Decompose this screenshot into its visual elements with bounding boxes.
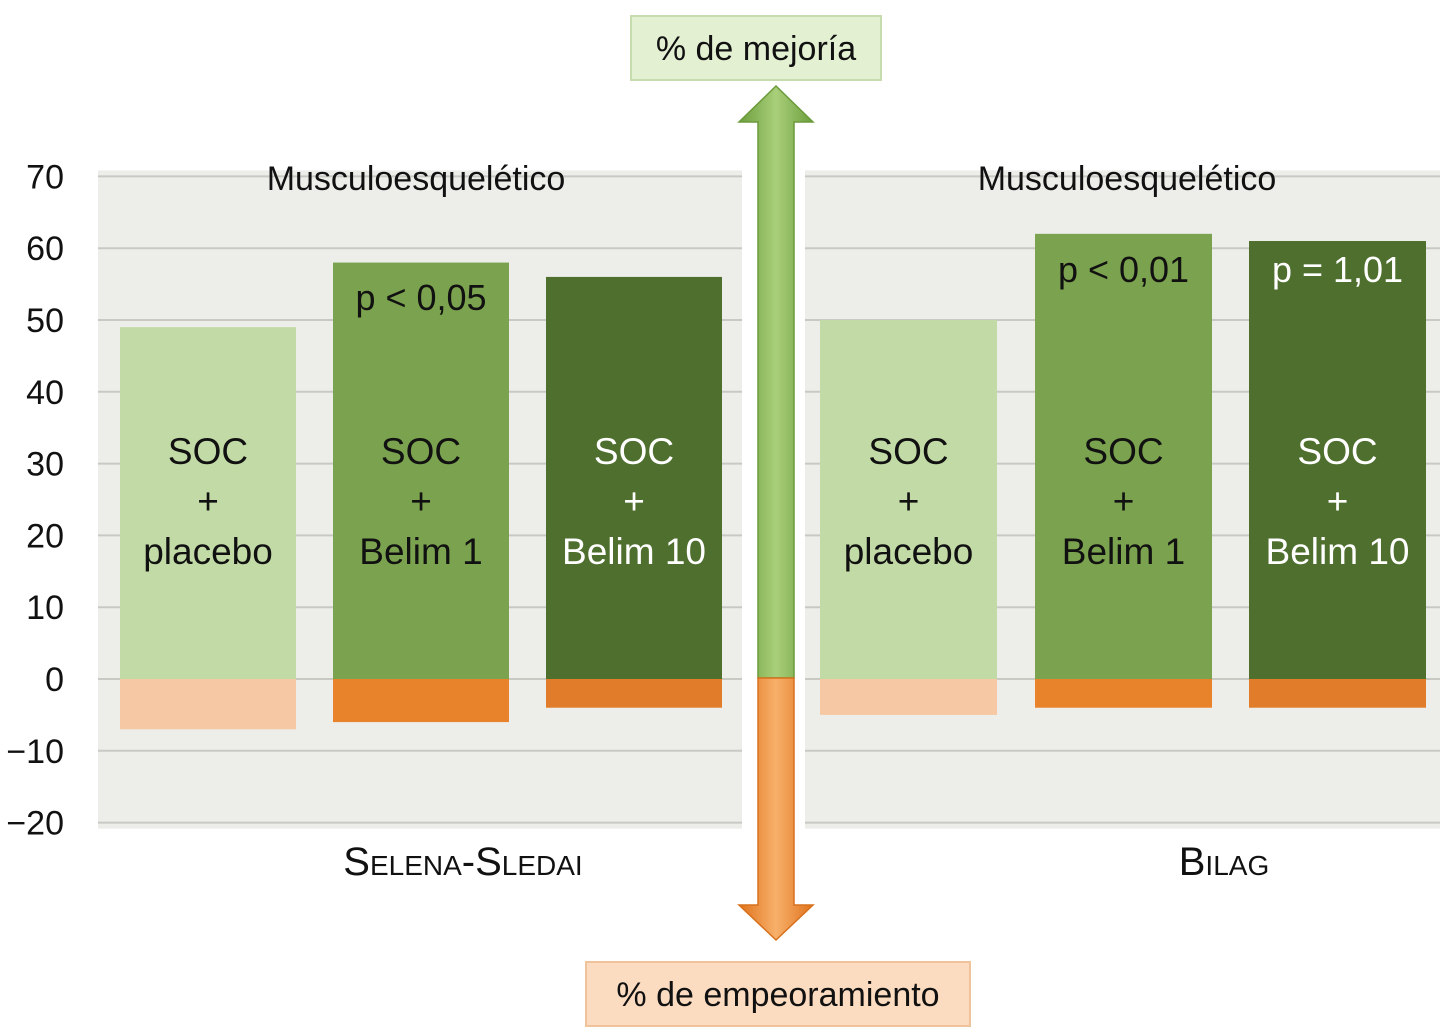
category-label: SOC — [381, 431, 461, 472]
direction-arrow — [737, 84, 815, 942]
worsening-arrow-icon — [737, 677, 815, 942]
category-label: + — [197, 481, 219, 522]
category-label: SOC — [868, 431, 948, 472]
category-label: + — [410, 481, 432, 522]
p-value-annotation: p < 0,01 — [1058, 249, 1189, 290]
category-label: placebo — [143, 531, 273, 572]
category-label: SOC — [1083, 431, 1163, 472]
panel-title: Musculoesquelético — [267, 160, 566, 198]
bar-worsening — [1035, 679, 1212, 708]
p-value-annotation: p < 0,05 — [355, 277, 486, 318]
category-label: Belim 10 — [562, 531, 706, 572]
bar-improvement — [120, 327, 296, 679]
bar-improvement — [1035, 233, 1212, 679]
bar-worsening — [333, 679, 509, 723]
category-label: Belim 10 — [1266, 531, 1410, 572]
improvement-arrow-icon — [737, 84, 815, 679]
x-axis-label: Selena-Sledai — [343, 840, 582, 884]
y-tick-label: 20 — [26, 517, 64, 555]
category-label: + — [898, 481, 920, 522]
bar-worsening — [546, 679, 722, 708]
y-tick-label: 30 — [26, 446, 64, 484]
category-label: Belim 1 — [359, 531, 482, 572]
bar-improvement — [333, 262, 509, 679]
bar-improvement — [1249, 241, 1426, 679]
category-label: SOC — [1297, 431, 1377, 472]
category-label: placebo — [844, 531, 974, 572]
category-label: + — [1113, 481, 1135, 522]
category-label: Belim 1 — [1062, 531, 1185, 572]
bar-improvement — [820, 320, 997, 679]
improvement-label-box: % de mejoría — [630, 15, 882, 81]
worsening-label: % de empeoramiento — [616, 976, 939, 1014]
worsening-label-box: % de empeoramiento — [585, 961, 971, 1027]
y-tick-label: 10 — [26, 589, 64, 627]
y-tick-label: −20 — [6, 805, 64, 843]
y-tick-label: 50 — [26, 302, 64, 340]
y-tick-label: 60 — [26, 230, 64, 268]
category-label: + — [623, 481, 645, 522]
bar-worsening — [120, 679, 296, 730]
y-tick-label: −10 — [6, 733, 64, 771]
panel-title: Musculoesquelético — [978, 160, 1277, 198]
y-tick-label: 40 — [26, 374, 64, 412]
y-tick-label: 70 — [26, 158, 64, 196]
category-label: + — [1327, 481, 1349, 522]
x-axis-label: Bilag — [1179, 840, 1270, 884]
bar-improvement — [546, 276, 722, 679]
p-value-annotation: p = 1,01 — [1272, 249, 1403, 290]
bar-worsening — [1249, 679, 1426, 708]
y-tick-label: 0 — [45, 661, 64, 699]
category-label: SOC — [594, 431, 674, 472]
bar-worsening — [820, 679, 997, 715]
category-label: SOC — [168, 431, 248, 472]
improvement-label: % de mejoría — [656, 30, 856, 68]
